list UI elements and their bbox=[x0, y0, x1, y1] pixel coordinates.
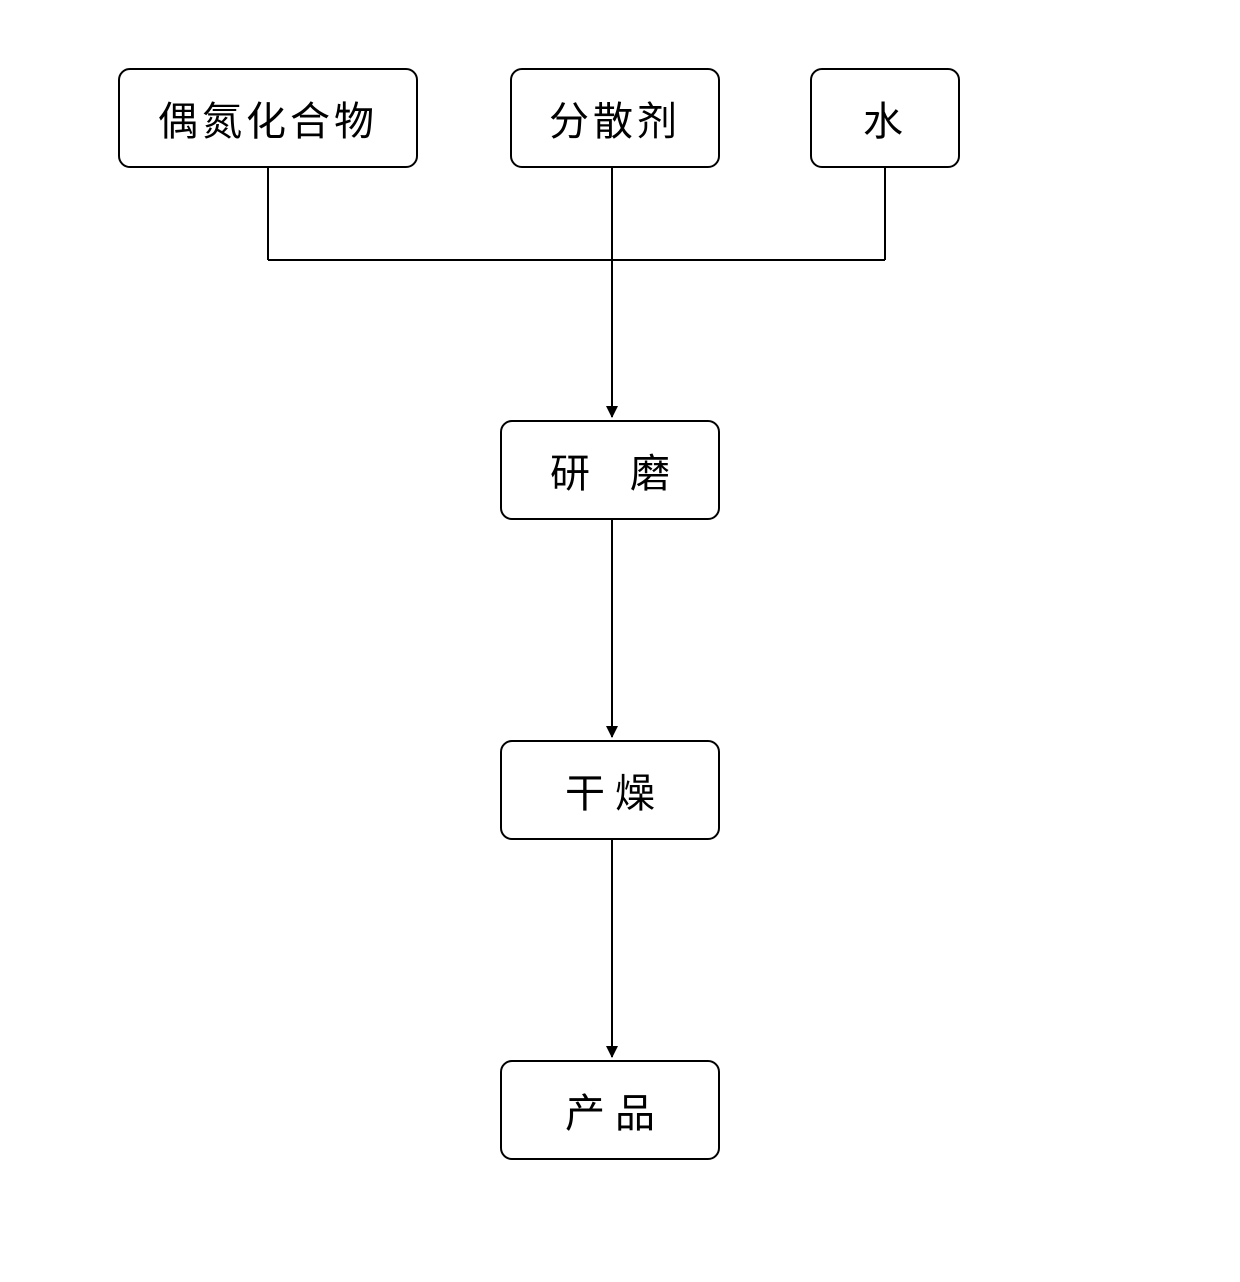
node-grind: 研 磨 bbox=[500, 420, 720, 520]
node-label: 干 燥 bbox=[565, 761, 655, 819]
node-input-water: 水 bbox=[810, 68, 960, 168]
node-label: 分散剂 bbox=[549, 89, 681, 147]
node-product: 产 品 bbox=[500, 1060, 720, 1160]
node-input-azo: 偶氮化合物 bbox=[118, 68, 418, 168]
node-label: 研 磨 bbox=[550, 441, 670, 499]
node-label: 偶氮化合物 bbox=[158, 89, 378, 147]
node-label: 水 bbox=[863, 89, 907, 147]
node-dry: 干 燥 bbox=[500, 740, 720, 840]
node-label: 产 品 bbox=[565, 1081, 655, 1139]
node-input-dispersant: 分散剂 bbox=[510, 68, 720, 168]
